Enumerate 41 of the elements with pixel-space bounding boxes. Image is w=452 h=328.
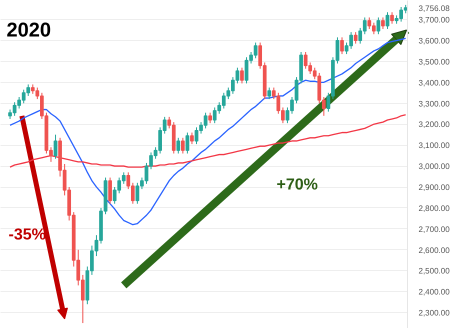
candlestick: [222, 92, 226, 110]
candlestick: [176, 137, 180, 154]
y-tick-label: 3,500.00: [418, 57, 450, 66]
y-tick-label: 3,600.00: [418, 36, 450, 46]
candlestick: [30, 84, 35, 94]
candlestick: [190, 132, 194, 145]
candlestick: [240, 67, 244, 84]
y-tick-label: 2,700.00: [418, 224, 450, 234]
candlestick: [180, 137, 185, 154]
candlestick: [267, 87, 272, 100]
candlestick: [108, 177, 112, 204]
annotation: +70%: [276, 176, 318, 194]
text: 2020: [6, 20, 51, 42]
y-tick-label: 2,300.00: [418, 308, 450, 318]
y-tick-label: 3,100.00: [418, 141, 450, 150]
candlestick: [340, 36, 344, 55]
candlestick: [26, 84, 30, 96]
candlestick: [390, 12, 394, 24]
y-tick-label: 2,600.00: [418, 246, 450, 255]
candlestick: [212, 106, 217, 124]
candlestick: [386, 12, 390, 30]
candlestick: [186, 132, 190, 154]
candlestick: [208, 112, 212, 124]
annotation: -35%: [8, 226, 46, 244]
y-tick-label: 2,400.00: [418, 288, 450, 297]
y-tick-label: 3,700.00: [418, 16, 450, 25]
y-tick-label: 3,200.00: [418, 120, 450, 130]
candlestick: [367, 16, 372, 30]
candlestick: [54, 134, 58, 160]
candlestick: [381, 16, 385, 30]
candlestick: [376, 16, 380, 35]
candlestick: [372, 22, 376, 35]
candlestick: [354, 32, 358, 44]
y-tick-label: 3,756.08: [418, 4, 450, 13]
candlestick: [22, 89, 26, 104]
y-tick-label: 3,300.00: [418, 99, 450, 108]
y-tick-label: 2,900.00: [418, 183, 450, 192]
y-tick-label: 3,400.00: [418, 78, 450, 88]
y-tick-label: 3,000.00: [418, 162, 450, 172]
y-tick-label: 2,800.00: [418, 204, 450, 213]
y-tick-label: 2,500.00: [418, 266, 450, 276]
